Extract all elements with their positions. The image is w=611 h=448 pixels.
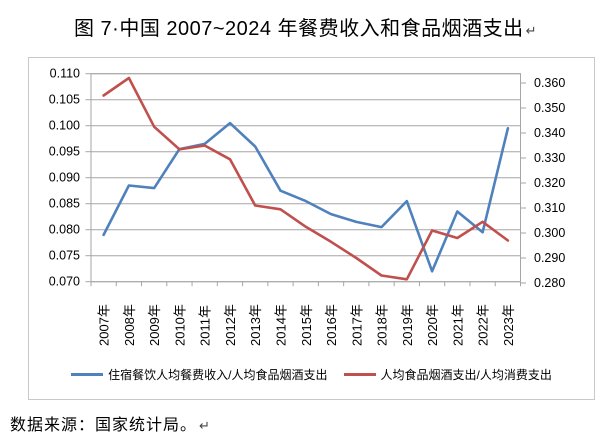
- x-axis-label: 2009年: [147, 304, 162, 346]
- legend-line-sample-blue: [71, 373, 104, 376]
- chart-legend: 住宿餐饮人均餐费收入/人均食品烟酒支出 人均食品烟酒支出/人均消费支出: [29, 366, 594, 383]
- x-axis-label: 2016年: [324, 304, 339, 346]
- legend-label: 住宿餐饮人均餐费收入/人均食品烟酒支出: [108, 368, 328, 382]
- legend-item-food-share: 人均食品烟酒支出/人均消费支出: [343, 366, 552, 383]
- right-axis-label: 0.300: [534, 226, 565, 240]
- left-axis-label: 0.095: [49, 145, 80, 159]
- x-axis-label: 2022年: [476, 304, 491, 346]
- x-axis-label: 2014年: [273, 304, 288, 346]
- chart-title: 图 7·中国 2007~2024 年餐费收入和食品烟酒支出 ↵: [0, 12, 611, 41]
- data-source-text: 数据来源：国家统计局。: [10, 417, 198, 434]
- x-axis-label: 2011年: [198, 305, 213, 346]
- left-axis-label: 0.105: [49, 93, 80, 107]
- x-axis-label: 2019年: [400, 304, 415, 346]
- left-axis-label: 0.075: [49, 249, 80, 263]
- line-chart-canvas: 0.110 0.105 0.100 0.095 0.090 0.085 0.080 0.075…: [49, 67, 566, 346]
- left-axis-label: 0.085: [49, 197, 80, 211]
- x-axis-label: 2017年: [349, 304, 364, 346]
- x-axis-label: 2012年: [223, 304, 238, 346]
- x-axis-label: 2008年: [122, 304, 137, 346]
- right-axis-label: 0.330: [534, 151, 565, 165]
- right-axis: 0.360 0.350 0.340 0.330 0.320 0.310 0.300 0.290…: [520, 76, 565, 290]
- legend-label: 人均食品烟酒支出/人均消费支出: [380, 368, 552, 382]
- series-line-catering-ratio: [102, 121, 510, 273]
- series-line-food-share: [102, 76, 510, 281]
- right-axis-label: 0.290: [534, 251, 565, 265]
- right-axis-label: 0.360: [534, 76, 565, 90]
- right-axis-label: 0.350: [534, 101, 565, 115]
- x-axis-label: 2018年: [375, 304, 390, 346]
- right-axis-label: 0.310: [534, 201, 565, 215]
- x-axis-label: 2021年: [450, 304, 465, 346]
- x-axis-label: 2023年: [501, 304, 516, 346]
- chart-object[interactable]: 0.110 0.105 0.100 0.095 0.090 0.085 0.080 0.075…: [28, 57, 595, 400]
- left-axis-label: 0.070: [49, 275, 80, 289]
- right-axis-label: 0.320: [534, 176, 565, 190]
- left-axis-label: 0.090: [49, 171, 80, 185]
- right-axis-label: 0.280: [534, 276, 565, 290]
- x-axis-label: 2010年: [172, 304, 187, 346]
- data-source-note: 数据来源：国家统计局。 ↵: [10, 411, 211, 435]
- left-axis-label: 0.080: [49, 223, 80, 237]
- paragraph-mark-title: ↵: [525, 23, 538, 38]
- legend-line-sample-red: [343, 373, 376, 376]
- right-axis-label: 0.340: [534, 126, 565, 140]
- x-axis-label: 2007年: [97, 304, 112, 346]
- x-axis-label: 2015年: [299, 304, 314, 346]
- paragraph-mark-source: ↵: [199, 418, 211, 433]
- gridlines: [91, 73, 521, 283]
- left-axis-label: 0.110: [50, 67, 80, 81]
- chart-title-text: 图 7·中国 2007~2024 年餐费收入和食品烟酒支出: [73, 18, 524, 40]
- x-axis: 2007年 2008年 2009年 2010年 2011年 2012年 2013年 2014年…: [90, 281, 521, 346]
- left-axis: 0.110 0.105 0.100 0.095 0.090 0.085 0.080 0.075…: [49, 67, 91, 289]
- legend-item-catering-ratio: 住宿餐饮人均餐费收入/人均食品烟酒支出: [71, 366, 328, 383]
- left-axis-label: 0.100: [49, 119, 80, 133]
- x-axis-label: 2013年: [248, 304, 263, 346]
- x-axis-label: 2020年: [425, 304, 440, 346]
